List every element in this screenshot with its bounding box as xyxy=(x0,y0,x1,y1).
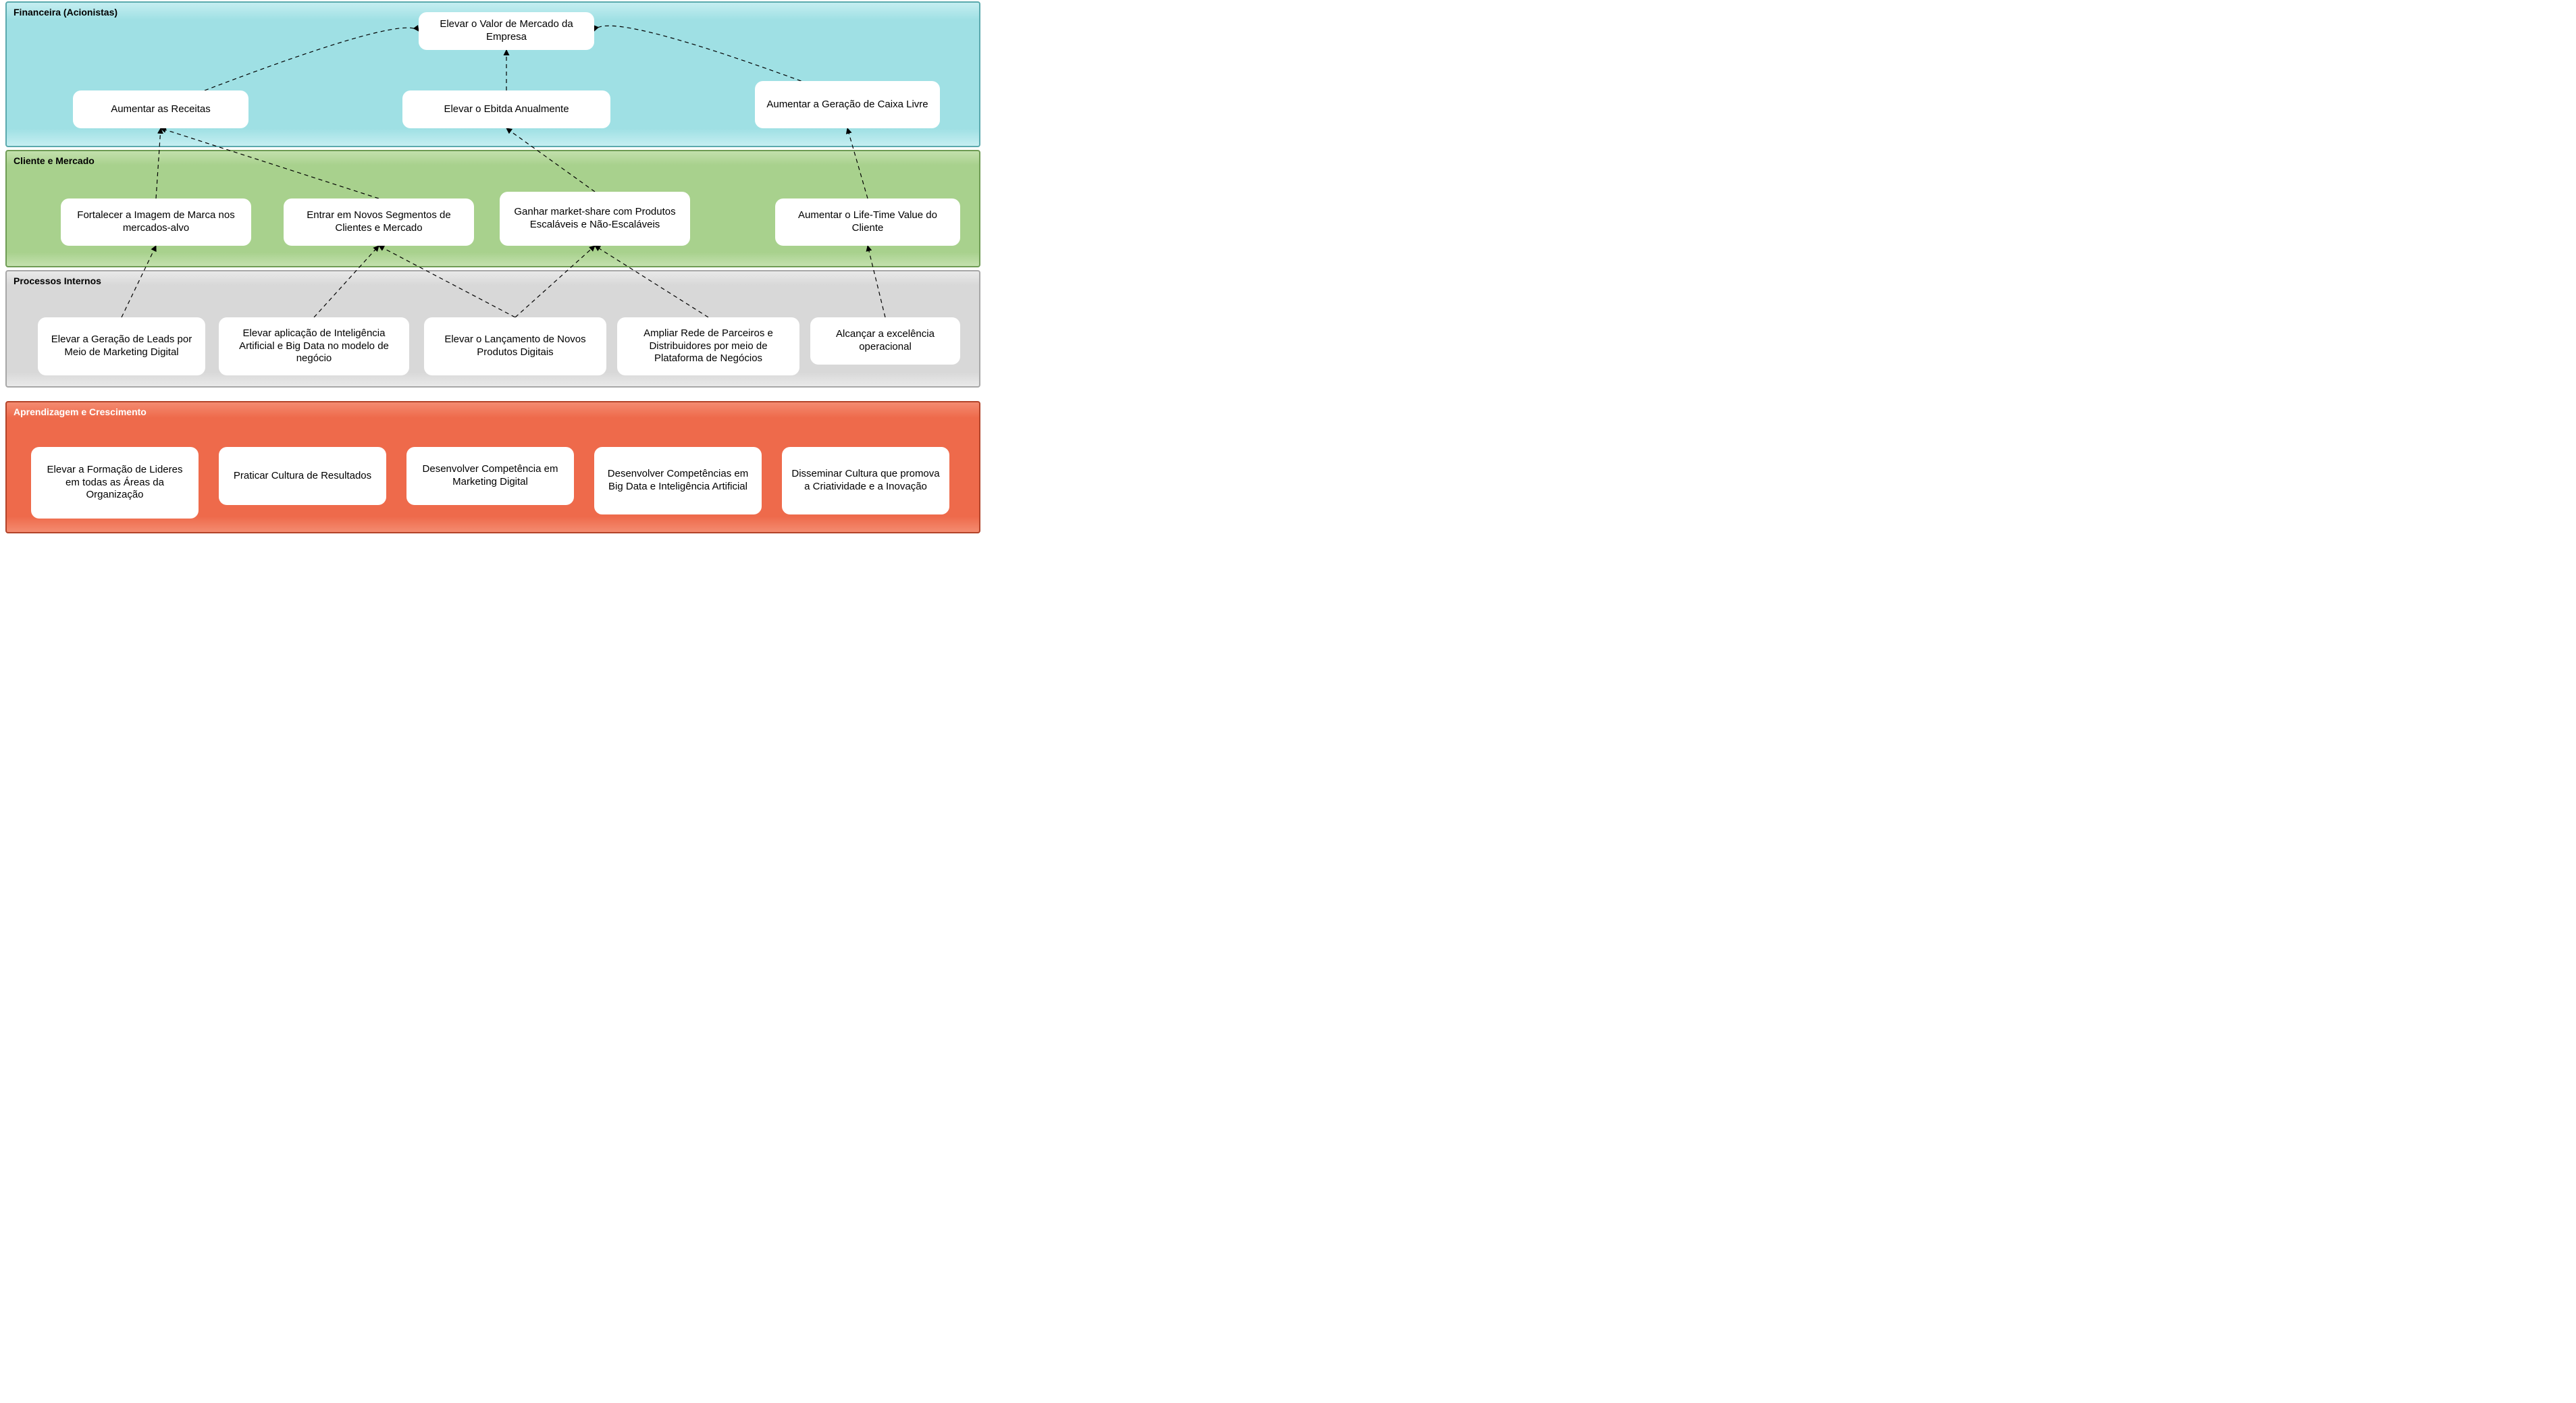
strategy-map-diagram: Financeira (Acionistas) Cliente e Mercado… xyxy=(0,0,986,537)
band-financeira-label: Financeira (Acionistas) xyxy=(14,7,117,18)
n-caixa-livre: Aumentar a Geração de Caixa Livre xyxy=(755,81,940,128)
n-novos-segmentos: Entrar em Novos Segmentos de Clientes e … xyxy=(284,198,474,246)
n-market-share: Ganhar market-share com Produtos Escaláv… xyxy=(500,192,690,246)
n-ai-bigdata: Elevar aplicação de Inteligência Artific… xyxy=(219,317,409,375)
n-ltv: Aumentar o Life-Time Value do Cliente xyxy=(775,198,960,246)
n-leads: Elevar a Geração de Leads por Meio de Ma… xyxy=(38,317,205,375)
n-novos-produtos: Elevar o Lançamento de Novos Produtos Di… xyxy=(424,317,606,375)
n-cultura-inov: Disseminar Cultura que promova a Criativ… xyxy=(782,447,949,514)
band-aprendizagem-label: Aprendizagem e Crescimento xyxy=(14,406,147,417)
n-comp-bigdata: Desenvolver Competências em Big Data e I… xyxy=(594,447,762,514)
band-processos-label: Processos Internos xyxy=(14,275,101,286)
n-excelencia: Alcançar a excelência operacional xyxy=(810,317,960,365)
n-valor-mercado: Elevar o Valor de Mercado da Empresa xyxy=(419,12,594,50)
n-comp-marketing: Desenvolver Competência em Marketing Dig… xyxy=(406,447,574,505)
n-receitas: Aumentar as Receitas xyxy=(73,90,248,128)
n-lideres: Elevar a Formação de Lideres em todas as… xyxy=(31,447,199,519)
n-parceiros: Ampliar Rede de Parceiros e Distribuidor… xyxy=(617,317,799,375)
band-cliente-label: Cliente e Mercado xyxy=(14,155,95,166)
n-imagem-marca: Fortalecer a Imagem de Marca nos mercado… xyxy=(61,198,251,246)
n-resultados: Praticar Cultura de Resultados xyxy=(219,447,386,505)
n-ebitda: Elevar o Ebitda Anualmente xyxy=(402,90,610,128)
